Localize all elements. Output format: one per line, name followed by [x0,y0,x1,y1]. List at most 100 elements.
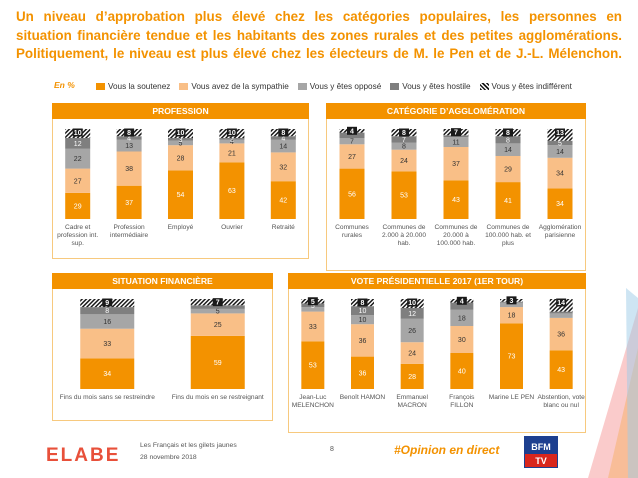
legend-swatch [96,83,105,90]
category-label: Profession intermédiaire [110,224,149,240]
category-label: Fins du mois en se restreignant [171,394,264,401]
data-label: 4 [460,298,464,305]
label-backdrop [124,128,135,137]
bar-segment [80,307,135,315]
chart-frame [52,289,273,421]
bar-segment [270,181,296,219]
data-label: 14 [557,300,565,307]
bar-segment [65,148,91,169]
bar-segment [400,308,424,319]
chart-frame [326,119,586,271]
data-label: 5 [179,140,183,147]
legend-item: Vous avez de la sympathie [179,82,289,91]
bar-segment [400,318,424,343]
bar-segment [500,302,523,308]
label-backdrop [357,298,368,307]
decorative-triangle [588,288,638,478]
data-label: 4 [281,136,285,143]
bar-segment [500,307,523,324]
chart-title: SITUATION FINANCIÈRE [52,273,273,289]
data-label: 7 [350,139,354,146]
label-backdrop [212,298,223,307]
legend-item: Vous y êtes hostile [390,82,471,91]
bar-segment [80,358,135,389]
bar-segment [339,144,365,169]
legend-swatch [297,83,307,90]
legend-label: Vous y êtes indifférent [491,82,572,91]
legend-label: Vous avez de la sympathie [191,82,289,91]
category-label: Emmanuel MACRON [396,394,428,410]
data-label: 34 [556,201,564,208]
category-label: Cadre et profession int. sup. [57,224,99,248]
data-label: 42 [279,198,287,205]
bar-segment [351,315,374,325]
label-backdrop [278,128,289,137]
bar-segment [190,308,245,314]
bar-segment [168,170,193,219]
data-label: 37 [125,200,133,207]
label-backdrop [555,128,565,137]
data-label: 5 [216,309,220,316]
bar-segment [65,138,91,149]
bar-segment [391,136,417,143]
bar-segment [549,311,573,314]
chart-title: CATÉGORIE D’AGGLOMÉRATION [326,103,586,119]
data-label: 41 [504,198,512,205]
data-label: 8 [506,137,510,144]
bar-segment [80,314,135,329]
bar-segment [450,302,474,310]
bar-segment [219,138,245,140]
chart-svg: 2927221210373813485428531063214210423214… [65,128,296,219]
legend-item: Vous y êtes indifférent [479,82,572,91]
bar-segment [65,168,91,193]
data-label: 5 [558,140,562,147]
bar-segment [391,142,417,150]
chart-panel-agglomeration: CATÉGORIE D’AGGLOMÉRATION 56 27 7 4 53 24 8 7 8 43… [326,103,586,271]
category-label: Employé [167,224,194,231]
data-label: 38 [125,166,133,173]
data-label: 8 [127,130,131,137]
bar-segment [116,151,142,186]
data-label: 9 [105,300,109,307]
title-line-1: Un niveau d’approbation plus élevé chez … [16,9,622,24]
legend-item: Vous la soutenez [96,82,170,91]
footer-source-date: 28 novembre 2018 [140,454,197,461]
data-label: 32 [279,164,287,171]
data-label: 53 [400,193,408,200]
data-label: 18 [458,315,466,322]
label-backdrop [347,126,357,135]
data-label: 43 [557,367,565,374]
data-label: 3 [179,137,183,144]
data-label: 10 [74,130,82,137]
bar-segment [547,140,573,146]
bar-segment [116,185,142,219]
label-backdrop [102,298,113,307]
title-line-3: Politiquement, le niveau est plus élevé … [16,46,622,61]
bar-segment [351,324,374,357]
chart-title: VOTE PRÉSIDENTIELLE 2017 (1ER TOUR) [288,273,586,289]
data-label: 4 [230,139,234,146]
bar-segment [270,136,296,140]
label-backdrop [506,296,517,305]
chart-panel-vote-presidentielle: VOTE PRÉSIDENTIELLE 2017 (1ER TOUR) 53 33 5… [288,273,586,433]
chart-panel-situation-financiere: SITUATION FINANCIÈRE 34 33 16 8 9 59 25 5 7 Fins d… [52,273,273,421]
bar-segment [219,162,245,219]
data-label: 33 [309,324,317,331]
legend-swatch [390,83,400,90]
bar-segment [270,139,296,153]
bar-segment [450,326,474,353]
bar-segment [116,139,142,152]
bar-segment [168,145,193,171]
data-label: 10 [359,317,367,324]
data-label: 10 [408,300,416,307]
data-label: 24 [408,351,416,358]
bar-segment [219,139,245,144]
label-backdrop [503,128,513,137]
data-label: 29 [504,167,512,174]
data-label: 12 [74,141,82,148]
bar-segment [443,180,469,219]
data-label: 13 [125,143,133,150]
label-backdrop [456,296,467,305]
bar-segment [495,143,521,156]
data-label: 37 [452,161,460,168]
